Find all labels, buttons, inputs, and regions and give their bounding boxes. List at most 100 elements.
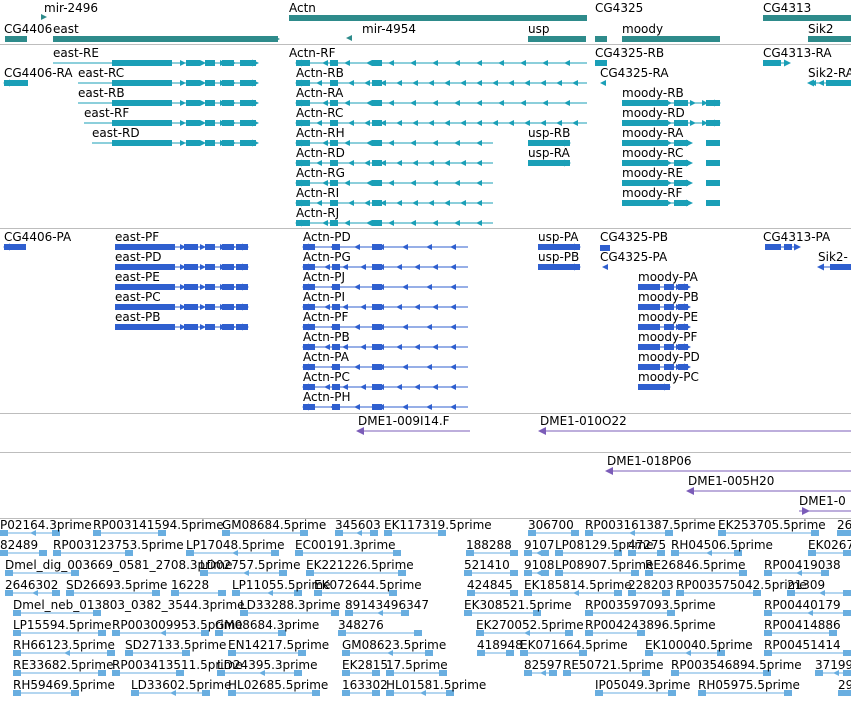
gene-label-sik2[interactable]: Sik2	[808, 22, 834, 36]
transcript-label[interactable]: east-RF	[84, 106, 130, 120]
est-label[interactable]: 9108	[524, 558, 555, 572]
est-label[interactable]: LP17048.5prime	[186, 538, 285, 552]
transcript-label[interactable]: Actn-RI	[296, 186, 340, 200]
est-label[interactable]: RP003413511.5prime	[112, 658, 243, 672]
transcript-label[interactable]: Actn-RA	[296, 86, 344, 100]
est-label[interactable]: 26	[837, 518, 851, 532]
est-label[interactable]: EK072644.5prime	[314, 578, 422, 592]
est-label[interactable]: 424845	[467, 578, 513, 592]
est-label[interactable]: 418948	[477, 638, 523, 652]
est-label[interactable]: 17.5prime	[386, 658, 448, 672]
est-label[interactable]: EK2815	[342, 658, 388, 672]
clone-label[interactable]: DME1-018P06	[607, 454, 692, 468]
transcript-label[interactable]: Actn-RB	[296, 66, 344, 80]
gene-label-actn[interactable]: Actn	[289, 1, 316, 15]
transcript-label[interactable]: east-RC	[78, 66, 125, 80]
est-label[interactable]: 89143496347	[345, 598, 429, 612]
gene-label-usp[interactable]: usp	[528, 22, 550, 36]
transcript-label[interactable]: Actn-RH	[296, 126, 345, 140]
protein-label[interactable]: CG4313-PA	[763, 230, 831, 244]
protein-label[interactable]: east-PB	[115, 310, 161, 324]
est-label[interactable]: 82597	[524, 658, 563, 672]
est-label[interactable]: RP004243896.5prime	[585, 618, 716, 632]
est-label[interactable]: RE50721.5prime	[563, 658, 664, 672]
protein-label[interactable]: Actn-PC	[303, 370, 350, 384]
protein-label[interactable]: CG4325-PB	[600, 230, 669, 244]
transcript-label[interactable]: CG4313-RA	[763, 46, 832, 60]
est-label[interactable]: LP15594.5prime	[13, 618, 112, 632]
clone-label[interactable]: DME1-0	[799, 494, 846, 508]
est-label[interactable]: LP11055.5prime	[232, 578, 331, 592]
clone-label[interactable]: DME1-009I14.F	[358, 414, 450, 428]
est-label[interactable]: 228203	[628, 578, 674, 592]
transcript-label[interactable]: usp-RB	[528, 126, 571, 140]
est-label[interactable]: LD33288.3prime	[240, 598, 341, 612]
est-label[interactable]: RH59469.5prime	[13, 678, 115, 692]
transcript-label[interactable]: Actn-RG	[296, 166, 345, 180]
est-label[interactable]: 521410	[464, 558, 510, 572]
est-label[interactable]: LP08907.5prime	[555, 558, 654, 572]
transcript-label[interactable]: Actn-RD	[296, 146, 345, 160]
protein-label[interactable]: moody-PE	[638, 310, 699, 324]
est-label[interactable]: Dmel_neb_013803_0382_3544.3prime	[13, 598, 245, 612]
est-label[interactable]: SD26693.5prime	[66, 578, 168, 592]
est-label[interactable]: RH04506.5prime	[671, 538, 773, 552]
est-label[interactable]: 348276	[338, 618, 384, 632]
protein-label[interactable]: CG4406-PA	[4, 230, 72, 244]
est-label[interactable]: RP003123753.5prime	[53, 538, 184, 552]
est-label[interactable]: RP00419038	[764, 558, 841, 572]
est-label[interactable]: 82489	[0, 538, 39, 552]
est-label[interactable]: RE26846.5prime	[645, 558, 746, 572]
protein-label[interactable]: Actn-PD	[303, 230, 351, 244]
est-label[interactable]: RP00414886	[764, 618, 841, 632]
protein-label[interactable]: Sik2-	[818, 250, 848, 264]
clone-label[interactable]: DME1-005H20	[688, 474, 775, 488]
protein-label[interactable]: moody-PA	[638, 270, 698, 284]
est-label[interactable]: EK253705.5prime	[718, 518, 826, 532]
transcript-label[interactable]: east-RE	[53, 46, 99, 60]
transcript-label[interactable]: moody-RA	[622, 126, 684, 140]
est-label[interactable]: LP08129.5prime	[555, 538, 654, 552]
est-label[interactable]: P02164.3prime	[0, 518, 92, 532]
protein-label[interactable]: Actn-PA	[303, 350, 349, 364]
est-label[interactable]: RP00440179	[764, 598, 841, 612]
protein-label[interactable]: moody-PF	[638, 330, 698, 344]
protein-label[interactable]: Actn-PI	[303, 290, 346, 304]
est-label[interactable]: EK0267	[808, 538, 851, 552]
est-label[interactable]: LD33602.5prime	[131, 678, 232, 692]
est-label[interactable]: 2646302	[5, 578, 59, 592]
est-label[interactable]: EK221226.5prime	[306, 558, 414, 572]
gene-label-mir-2496[interactable]: mir-2496	[44, 1, 99, 15]
protein-label[interactable]: moody-PD	[638, 350, 700, 364]
protein-label[interactable]: east-PE	[115, 270, 160, 284]
transcript-label[interactable]: moody-RF	[622, 186, 683, 200]
est-label[interactable]: 306700	[528, 518, 574, 532]
gene-label-moody[interactable]: moody	[622, 22, 664, 36]
est-label[interactable]: RE33682.5prime	[13, 658, 114, 672]
est-label[interactable]: RH66123.5prime	[13, 638, 115, 652]
est-label[interactable]: EK071664.5prime	[520, 638, 628, 652]
est-label[interactable]: IP05049.3prime	[595, 678, 691, 692]
est-label[interactable]: EN14217.5prime	[228, 638, 330, 652]
protein-label[interactable]: Actn-PF	[303, 310, 349, 324]
est-label[interactable]: HL02685.5prime	[228, 678, 329, 692]
est-label[interactable]: LD24395.3prime	[217, 658, 318, 672]
est-label[interactable]: EK185814.5prime	[524, 578, 632, 592]
est-label[interactable]: 29	[838, 678, 851, 692]
protein-label[interactable]: east-PC	[115, 290, 161, 304]
transcript-label[interactable]: moody-RC	[622, 146, 684, 160]
protein-label[interactable]: east-PD	[115, 250, 162, 264]
est-label[interactable]: EC00191.3prime	[295, 538, 396, 552]
transcript-label[interactable]: east-RD	[92, 126, 140, 140]
est-label[interactable]: GM08684.3prime	[215, 618, 320, 632]
transcript-label[interactable]: CG4325-RA	[600, 66, 669, 80]
est-label[interactable]: GM08623.5prime	[342, 638, 447, 652]
est-label[interactable]: RH05975.5prime	[698, 678, 800, 692]
est-label[interactable]: EK308521.5prime	[464, 598, 572, 612]
protein-label[interactable]: CG4325-PA	[600, 250, 668, 264]
est-label[interactable]: RP00451414	[764, 638, 841, 652]
protein-label[interactable]: east-PF	[115, 230, 160, 244]
transcript-label[interactable]: CG4325-RB	[595, 46, 665, 60]
est-label[interactable]: RP003575042.5prime	[676, 578, 807, 592]
